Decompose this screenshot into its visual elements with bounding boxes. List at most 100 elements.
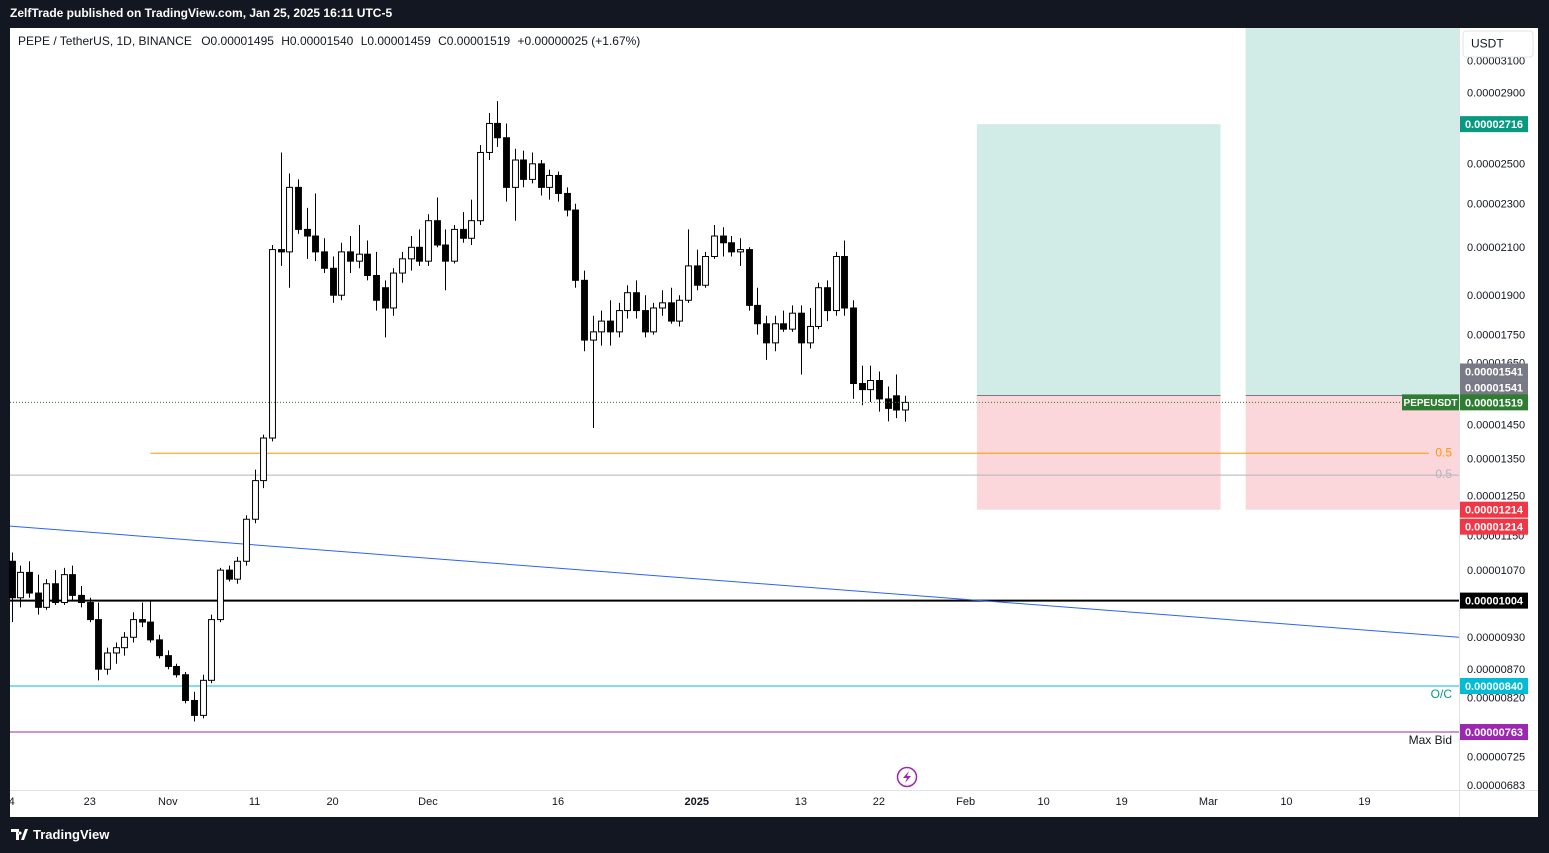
candle-body: [347, 251, 354, 262]
candle-body: [130, 619, 137, 638]
candle-body: [191, 699, 198, 716]
plot: 0.5 0.5 O/C Max Bid: [9, 28, 1460, 747]
x-tick-label: 23: [84, 796, 96, 808]
price-tag: [1460, 724, 1528, 741]
candle-body: [720, 235, 727, 244]
candle-body: [494, 122, 501, 139]
candle-body: [598, 320, 605, 333]
candle-body: [659, 302, 666, 309]
currency-label: USDT: [1471, 37, 1504, 51]
symbol-tag-label: PEPEUSDT: [1404, 398, 1458, 409]
x-tick-label: Nov: [158, 796, 178, 808]
x-tick-label: 11: [249, 796, 260, 808]
y-tick-label: 0.00001450: [1467, 420, 1525, 432]
candle-body: [607, 320, 614, 333]
x-tick-label: Dec: [418, 796, 438, 808]
legend-close: C0.00001519: [438, 34, 510, 48]
candle-body: [512, 159, 519, 188]
candle-body: [859, 383, 866, 391]
candle-body: [728, 242, 735, 253]
candle-body: [590, 331, 597, 341]
candle-body: [356, 253, 363, 262]
y-tick-label: 0.00002900: [1467, 88, 1525, 100]
candle-body: [867, 379, 874, 391]
candle-body: [451, 228, 458, 262]
price-tag: [1460, 518, 1528, 535]
profit-zone: [976, 124, 1221, 396]
candle-body: [477, 151, 484, 222]
y-tick-label: 0.00002100: [1467, 242, 1525, 254]
y-tick-label: 0.00001350: [1467, 454, 1525, 466]
candle-body: [173, 665, 180, 676]
candle-body: [650, 307, 657, 333]
price-tag: [1460, 116, 1528, 133]
price-tag-label: 0.00001004: [1465, 596, 1524, 608]
candle-body: [182, 674, 189, 701]
level-label: O/C: [1431, 687, 1453, 701]
candle-body: [200, 679, 207, 716]
candle-body: [815, 287, 822, 327]
candle-body: [460, 228, 467, 239]
price-tag: [1460, 678, 1528, 695]
candle-body: [676, 299, 683, 322]
y-tick-label: 0.00000683: [1467, 780, 1525, 792]
candle-body: [763, 323, 770, 344]
candle-body: [685, 265, 692, 301]
candle-body: [616, 310, 623, 333]
candle-body: [295, 186, 302, 230]
candle-body: [833, 256, 840, 312]
price-tag: [1460, 501, 1528, 518]
candle-body: [61, 574, 68, 604]
replay-icon[interactable]: [896, 766, 918, 788]
loss-zone: [1245, 395, 1459, 510]
y-tick-label: 0.00000930: [1467, 632, 1525, 644]
currency-button[interactable]: [1462, 30, 1534, 58]
candle-body: [624, 292, 631, 312]
candle-body: [121, 636, 128, 649]
candle-body: [95, 619, 102, 670]
candle-body: [885, 398, 892, 409]
candle-body: [546, 174, 553, 188]
x-tick-label: 10: [1038, 796, 1050, 808]
candle-body: [113, 647, 120, 654]
candle-body: [321, 251, 328, 269]
price-tag-label: 0.00000763: [1465, 727, 1523, 739]
y-tick-label: 0.00001750: [1467, 329, 1525, 341]
candle-body: [486, 122, 493, 153]
candle-body: [43, 583, 50, 608]
price-tag-label: 0.00001519: [1465, 397, 1523, 409]
price-tag-label: 0.00002716: [1465, 119, 1523, 131]
candle-body: [876, 379, 883, 400]
candle-body: [217, 569, 224, 621]
candle-body: [737, 249, 744, 253]
candle-body: [538, 163, 545, 188]
candle-body: [87, 602, 94, 621]
candle-body: [234, 560, 241, 580]
price-tag: [1460, 379, 1528, 396]
candle-body: [165, 655, 172, 667]
level-label: Max Bid: [1409, 733, 1452, 747]
candle-body: [572, 209, 579, 281]
candle-body: [156, 639, 163, 657]
candle-body: [633, 292, 640, 312]
candle-body: [35, 592, 42, 608]
candle-body: [69, 574, 76, 596]
candle-body: [17, 571, 24, 599]
candle-body: [893, 395, 900, 411]
candle-body: [711, 235, 718, 258]
candle-body: [754, 304, 761, 325]
legend-open: O0.00001495: [201, 34, 274, 48]
candle-body: [520, 159, 527, 180]
price-tag-label: 0.00001541: [1465, 382, 1523, 394]
price-tag-label: 0.00001214: [1465, 505, 1524, 517]
candle-body: [798, 312, 805, 344]
candle-body: [780, 323, 787, 330]
candle-body: [260, 437, 267, 482]
x-tick-label: 13: [795, 796, 807, 808]
x-tick-label: 10: [1280, 796, 1292, 808]
footer-logo: [11, 829, 28, 840]
header: ZelfTrade published on TradingView.com, …: [10, 6, 392, 20]
candle-body: [382, 287, 389, 309]
candle-body: [269, 249, 276, 439]
candle-body: [416, 246, 423, 262]
